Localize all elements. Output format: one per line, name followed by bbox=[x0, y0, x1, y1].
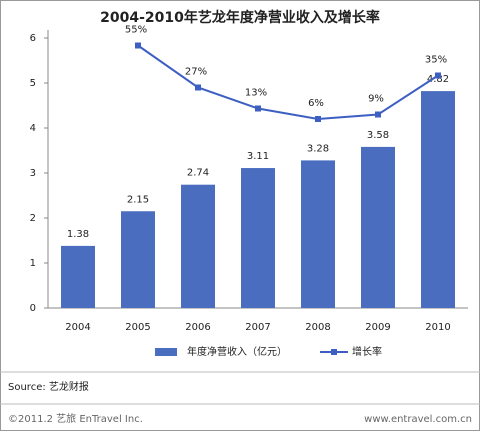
x-tick-label: 2005 bbox=[125, 322, 150, 333]
bar bbox=[61, 245, 95, 308]
chart-title: 2004-2010年艺龙年度净营业收入及增长率 bbox=[100, 9, 380, 26]
y-tick-label: 1 bbox=[30, 258, 36, 269]
bar-label: 3.58 bbox=[367, 130, 389, 141]
x-tick-label: 2008 bbox=[305, 322, 330, 333]
y-tick-label: 3 bbox=[30, 168, 36, 179]
line-marker bbox=[315, 116, 321, 122]
source: Source: 艺龙财报 bbox=[8, 380, 89, 393]
line-marker bbox=[435, 72, 441, 79]
line-label: 35% bbox=[425, 55, 447, 66]
line-label: 27% bbox=[185, 67, 207, 78]
x-tick-label: 2004 bbox=[65, 322, 90, 333]
line-label: 9% bbox=[368, 94, 384, 105]
bar-label: 3.28 bbox=[307, 143, 329, 154]
line-marker bbox=[375, 111, 381, 118]
legend-swatch bbox=[331, 349, 337, 355]
y-tick-label: 0 bbox=[30, 303, 36, 314]
website: www.entravel.com.cn bbox=[364, 414, 472, 425]
line-marker bbox=[195, 84, 201, 91]
line-marker bbox=[135, 42, 141, 49]
line-label: 13% bbox=[245, 88, 267, 99]
legend-label: 年度净营收入（亿元） bbox=[187, 345, 287, 358]
bar bbox=[301, 160, 335, 308]
bar-label: 2.74 bbox=[187, 168, 209, 179]
bar-label: 2.15 bbox=[127, 194, 149, 205]
bar bbox=[181, 184, 215, 308]
x-tick-label: 2007 bbox=[245, 322, 270, 333]
copyright: ©2011.2 艺旅 EnTravel Inc. bbox=[8, 412, 143, 425]
bar-label: 3.11 bbox=[247, 151, 269, 162]
y-tick-label: 6 bbox=[30, 33, 36, 44]
line-label: 55% bbox=[125, 25, 147, 36]
bar bbox=[241, 168, 275, 308]
legend-swatch bbox=[155, 348, 177, 356]
line bbox=[137, 44, 439, 121]
legend-label: 增长率 bbox=[352, 345, 382, 358]
y-tick-label: 4 bbox=[30, 123, 36, 134]
x-tick-label: 2010 bbox=[425, 322, 450, 333]
y-tick-label: 5 bbox=[30, 78, 36, 89]
bar-label: 4.82 bbox=[427, 74, 449, 85]
line-marker bbox=[255, 105, 261, 112]
x-tick-label: 2009 bbox=[365, 322, 390, 333]
x-tick-label: 2006 bbox=[185, 322, 210, 333]
bar bbox=[421, 91, 455, 308]
bar bbox=[361, 146, 395, 308]
y-tick-label: 2 bbox=[30, 213, 36, 224]
bar-label: 1.38 bbox=[67, 229, 89, 240]
bar bbox=[121, 211, 155, 308]
line-label: 6% bbox=[308, 98, 324, 109]
